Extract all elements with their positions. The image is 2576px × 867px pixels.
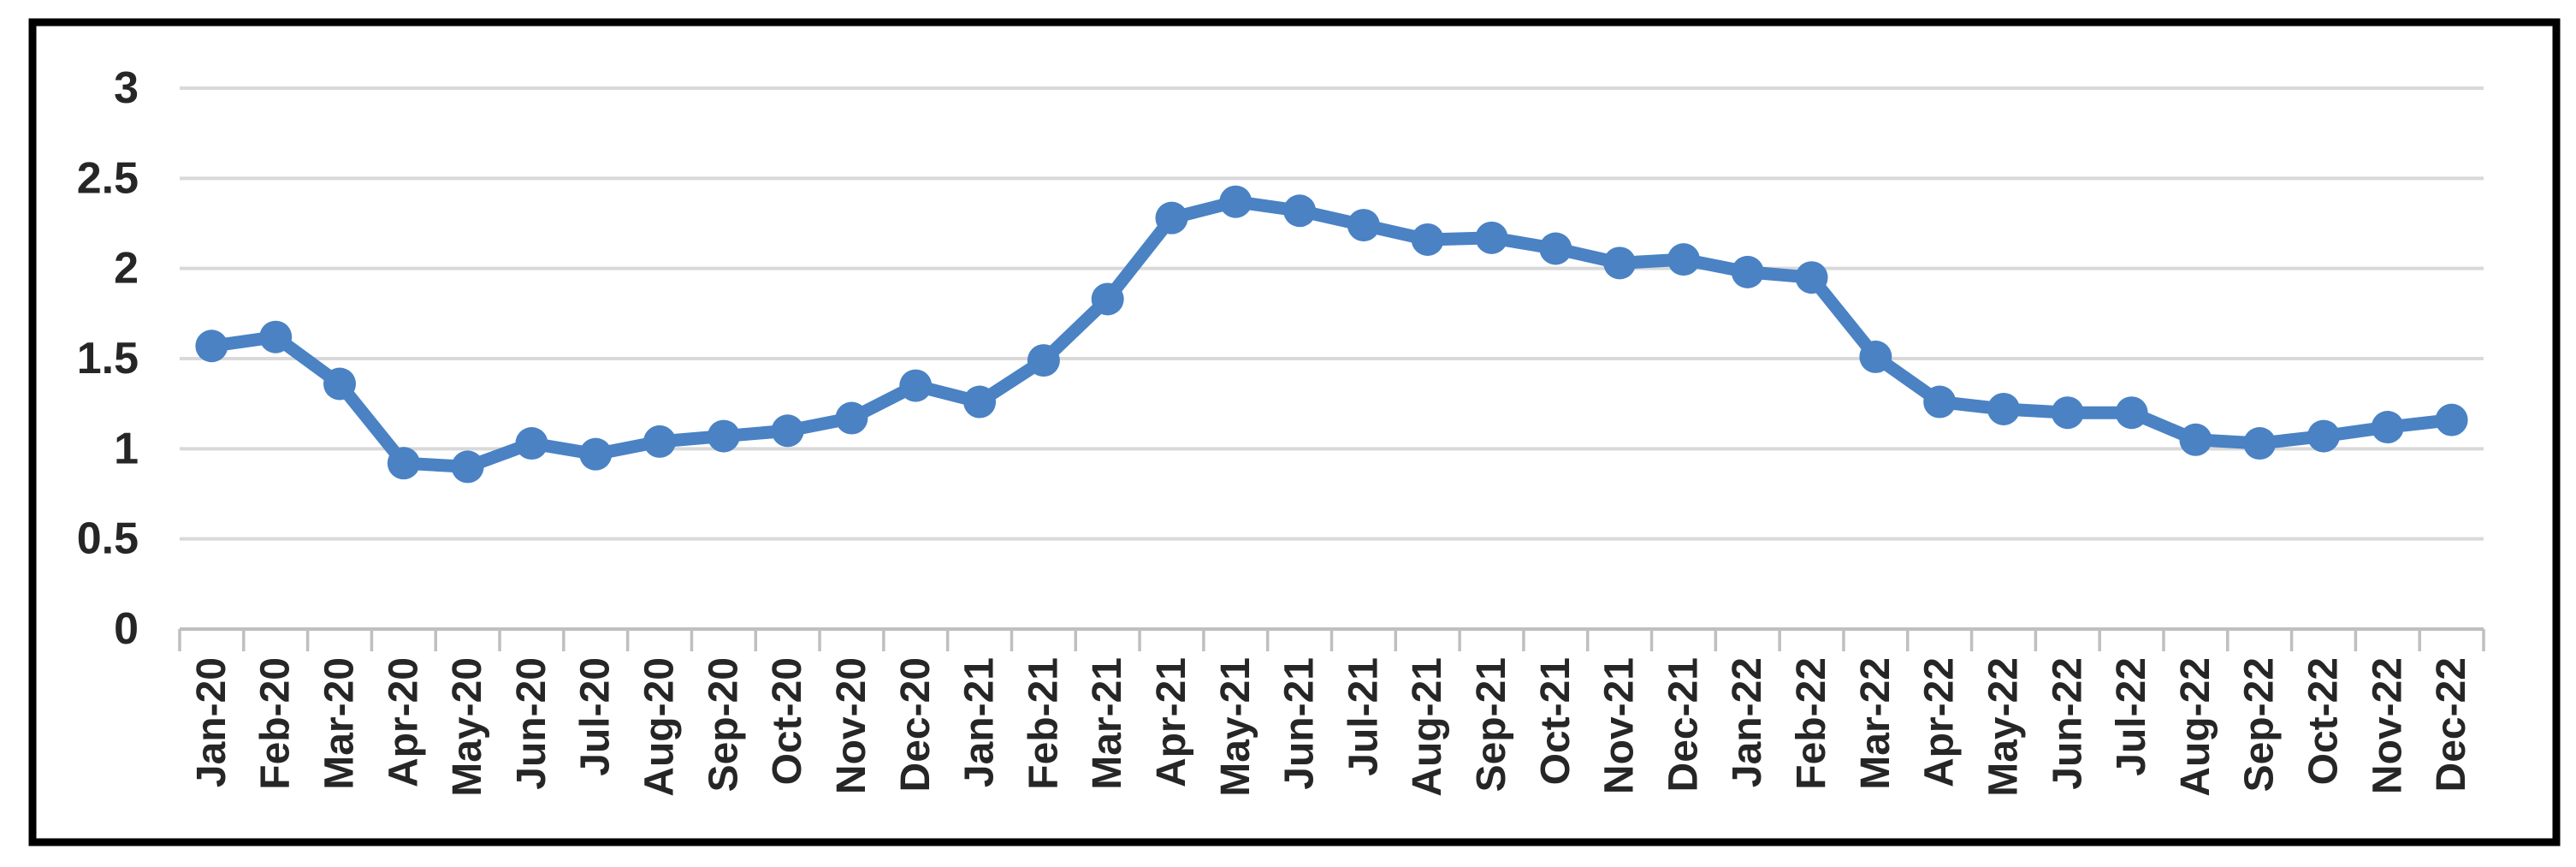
x-tick-label: Feb-22: [1789, 657, 1834, 790]
data-point-marker: [1219, 185, 1252, 218]
data-point-marker: [1411, 223, 1444, 256]
data-point-marker: [259, 320, 293, 353]
data-point-marker: [2115, 396, 2148, 430]
x-tick-label: Jan-20: [189, 657, 234, 787]
x-tick-label: Feb-20: [253, 657, 299, 790]
data-point-marker: [963, 385, 997, 419]
data-point-marker: [579, 437, 613, 471]
x-tick-label: May-21: [1213, 657, 1258, 797]
data-point-marker: [1859, 340, 1892, 373]
x-tick-label: Sep-22: [2237, 657, 2283, 792]
data-point-marker: [195, 330, 228, 363]
x-tick-label: Nov-21: [1597, 657, 1643, 794]
x-tick-label: May-20: [445, 657, 490, 797]
y-tick-label: 2: [114, 244, 139, 294]
y-tick-label: 1.5: [77, 334, 139, 383]
y-tick-label: 3: [114, 63, 139, 113]
data-point-marker: [1667, 243, 1700, 276]
x-tick-label: Jan-22: [1725, 657, 1770, 787]
data-point-marker: [771, 414, 804, 448]
x-tick-label: Feb-21: [1021, 657, 1066, 790]
data-point-marker: [1539, 232, 1572, 265]
x-tick-label: Oct-21: [1533, 657, 1578, 785]
x-tick-label: Dec-22: [2429, 657, 2474, 792]
data-point-marker: [451, 450, 484, 484]
data-point-marker: [2243, 427, 2277, 460]
x-tick-label: Dec-20: [893, 657, 939, 792]
data-point-marker: [2371, 411, 2404, 444]
y-tick-label: 0: [114, 604, 139, 654]
x-tick-label: Apr-21: [1149, 657, 1194, 787]
x-tick-label: Jun-21: [1277, 657, 1323, 790]
x-tick-label: Nov-20: [829, 657, 874, 794]
y-tick-label: 0.5: [77, 514, 139, 564]
y-tick-label: 1: [114, 424, 139, 473]
data-point-marker: [2307, 419, 2340, 453]
data-point-marker: [1347, 209, 1380, 242]
x-tick-label: Sep-20: [701, 657, 746, 792]
x-tick-label: Mar-21: [1085, 657, 1130, 790]
x-tick-label: Aug-22: [2173, 657, 2218, 797]
x-axis-labels: Jan-20 Feb-20 Mar-20 Apr-20 May-20 Jun-20 Jul-…: [189, 657, 2474, 797]
data-point-marker: [707, 419, 740, 453]
data-point-marker: [1923, 385, 1957, 419]
data-point-marker: [515, 427, 548, 460]
x-tick-label: Jun-20: [509, 657, 554, 790]
data-point-marker: [1475, 221, 1508, 254]
data-point-marker: [1155, 201, 1188, 235]
x-tick-label: May-22: [1981, 657, 2026, 797]
x-tick-label: Mar-22: [1853, 657, 1898, 790]
series-group: [195, 185, 2468, 484]
x-tick-label: Apr-20: [381, 657, 426, 787]
data-point-marker: [1987, 392, 2020, 425]
x-tick-label: Apr-22: [1917, 657, 1963, 787]
x-tick-label: Mar-20: [317, 657, 363, 790]
x-tick-label: Jan-21: [957, 657, 1003, 787]
axes-group: [178, 627, 2485, 651]
y-axis-labels: 0 0.5 1 1.5 2 2.5 3: [77, 63, 139, 654]
data-point-marker: [1795, 261, 1828, 294]
data-point-marker: [2179, 423, 2212, 456]
data-point-marker: [1091, 282, 1124, 316]
x-tick-label: Sep-21: [1469, 657, 1514, 792]
x-tick-label: Jul-20: [573, 657, 619, 776]
data-point-marker: [323, 367, 357, 401]
data-point-marker: [1731, 255, 1764, 288]
x-tick-label: Jul-22: [2109, 657, 2154, 776]
x-tick-label: Oct-20: [765, 657, 810, 785]
x-tick-label: Jun-22: [2045, 657, 2090, 790]
x-tick-label: Jul-21: [1341, 657, 1386, 776]
x-tick-label: Aug-21: [1405, 657, 1450, 797]
data-point-marker: [2051, 396, 2084, 430]
data-point-marker: [387, 447, 420, 480]
y-tick-label: 2.5: [77, 153, 139, 203]
x-tick-label: Nov-22: [2365, 657, 2410, 794]
data-point-marker: [643, 425, 677, 458]
x-tick-label: Aug-20: [637, 657, 683, 797]
data-point-marker: [1603, 246, 1637, 280]
figure-border: [28, 18, 2561, 846]
data-point-marker: [1283, 194, 1317, 228]
data-point-marker: [899, 369, 933, 402]
data-point-marker: [1027, 344, 1060, 377]
data-point-marker: [835, 401, 868, 435]
x-tick-label: Oct-22: [2301, 657, 2346, 785]
data-point-marker: [2435, 403, 2468, 436]
x-tick-label: Dec-21: [1661, 657, 1706, 792]
